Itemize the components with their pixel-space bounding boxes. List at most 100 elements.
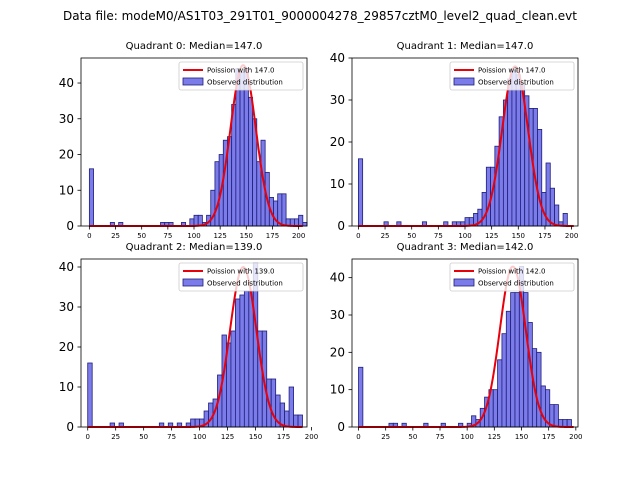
x-tick-label: 25 — [111, 433, 120, 441]
legend-box — [449, 262, 575, 292]
histogram-bar — [501, 333, 507, 428]
x-tick-label: 150 — [515, 433, 528, 441]
histogram-bar — [505, 310, 512, 428]
panel-title: Quadrant 0: Median=147.0 — [126, 41, 263, 52]
histogram-bar — [214, 161, 220, 227]
histogram-bar — [562, 419, 568, 428]
y-tick-label: 20 — [59, 148, 74, 162]
histogram-bar — [243, 290, 250, 428]
x-tick-label: 175 — [277, 433, 290, 441]
panel-quadrant-0: 0 25 50 75 100 125 150 175 200 0 10 20 30 40 Quadrant … — [59, 41, 308, 240]
x-tick-label: 0 — [85, 433, 89, 441]
histogram-bar — [293, 414, 299, 428]
legend-observed-swatch — [182, 278, 204, 287]
x-tick-label: 100 — [187, 232, 200, 240]
histogram-bar — [492, 389, 498, 428]
axes-frame — [351, 258, 579, 428]
figure-suptitle: Data file: modeM0/AS1T03_291T01_90000042… — [63, 9, 577, 23]
legend-observed-swatch — [453, 77, 475, 86]
histogram-bar — [284, 410, 290, 428]
histogram-bar — [193, 214, 199, 227]
legend-observed-swatch — [182, 77, 204, 86]
histogram-bar — [485, 166, 491, 227]
histogram-bar — [553, 404, 559, 428]
histogram-bar — [515, 74, 521, 227]
legend-poisson-label: Poission with 142.0 — [478, 268, 546, 276]
y-tick-label: 20 — [330, 135, 345, 149]
x-tick-label: 0 — [87, 232, 91, 240]
histogram-bar — [239, 71, 245, 227]
histogram-bar — [189, 218, 195, 227]
x-tick-label: 200 — [305, 433, 318, 441]
y-tick-label: 40 — [59, 76, 74, 90]
histogram-bar — [231, 104, 237, 227]
histogram-bar — [88, 168, 94, 227]
x-tick-label: 75 — [436, 433, 445, 441]
histogram-bar — [288, 386, 294, 428]
y-tick-label: 30 — [59, 112, 74, 126]
legend-poisson-label: Poission with 139.0 — [207, 268, 275, 276]
y-tick-label: 0 — [66, 420, 74, 434]
legend-observed-label: Observed distribution — [207, 280, 283, 288]
histogram-bar — [562, 212, 568, 227]
y-tick-label: 10 — [330, 177, 345, 191]
histogram-bar — [511, 70, 517, 227]
panel-title: Quadrant 3: Median=142.0 — [397, 242, 534, 253]
x-tick-label: 200 — [292, 232, 305, 240]
histogram-bar — [234, 298, 241, 428]
histogram-bar — [566, 419, 572, 428]
legend-poisson-label: Poission with 147.0 — [207, 67, 275, 75]
histogram-bar — [497, 359, 503, 428]
histogram-bar — [357, 158, 364, 227]
x-tick-label: 175 — [266, 232, 279, 240]
histogram-bar — [239, 294, 245, 428]
x-tick-label: 75 — [434, 232, 443, 240]
x-tick-label: 50 — [408, 433, 417, 441]
y-tick-label: 0 — [337, 420, 345, 434]
y-tick-label: 10 — [59, 183, 74, 197]
histogram-bar — [87, 362, 93, 428]
histogram-bar — [230, 330, 236, 428]
x-tick-label: 25 — [381, 433, 390, 441]
x-tick-label: 175 — [538, 232, 551, 240]
x-tick-label: 150 — [512, 232, 525, 240]
x-tick-label: 0 — [356, 232, 360, 240]
x-tick-label: 150 — [249, 433, 262, 441]
x-tick-label: 200 — [569, 433, 582, 441]
axes-frame — [80, 258, 308, 428]
y-tick-label: 0 — [66, 219, 74, 233]
panel-quadrant-2: 0 25 50 75 100 125 150 175 200 0 10 20 30 40 Quadrant … — [59, 242, 318, 441]
histogram-bar — [536, 351, 542, 428]
x-tick-label: 75 — [163, 232, 172, 240]
legend-poisson-label: Poission with 147.0 — [478, 67, 546, 75]
histogram-bar — [294, 218, 300, 227]
x-tick-label: 50 — [137, 232, 146, 240]
panel-title: Quadrant 1: Median=147.0 — [397, 41, 534, 52]
x-tick-label: 25 — [111, 232, 120, 240]
legend-box — [449, 61, 575, 91]
x-tick-label: 75 — [167, 433, 176, 441]
histogram-bar — [235, 68, 241, 227]
x-tick-label: 125 — [488, 433, 501, 441]
x-tick-label: 50 — [139, 433, 148, 441]
histogram-bar — [464, 217, 470, 227]
histogram-bar — [302, 222, 308, 227]
histogram-bar — [243, 68, 249, 227]
histogram-bar — [514, 292, 520, 428]
x-tick-label: 100 — [193, 433, 206, 441]
y-tick-label: 10 — [330, 383, 345, 397]
y-tick-label: 10 — [59, 380, 74, 394]
y-tick-label: 20 — [330, 345, 345, 359]
histogram-bar — [297, 414, 303, 428]
histogram-bar — [358, 366, 364, 428]
y-tick-label: 40 — [59, 260, 74, 274]
histogram-bar — [248, 96, 254, 227]
x-tick-label: 125 — [485, 232, 498, 240]
y-tick-label: 30 — [330, 308, 345, 322]
y-tick-label: 40 — [330, 51, 345, 65]
histogram-bar — [248, 290, 254, 428]
y-tick-label: 40 — [330, 271, 345, 285]
histogram-bar — [298, 214, 304, 227]
legend-box — [178, 262, 304, 292]
x-tick-label: 25 — [381, 232, 390, 240]
